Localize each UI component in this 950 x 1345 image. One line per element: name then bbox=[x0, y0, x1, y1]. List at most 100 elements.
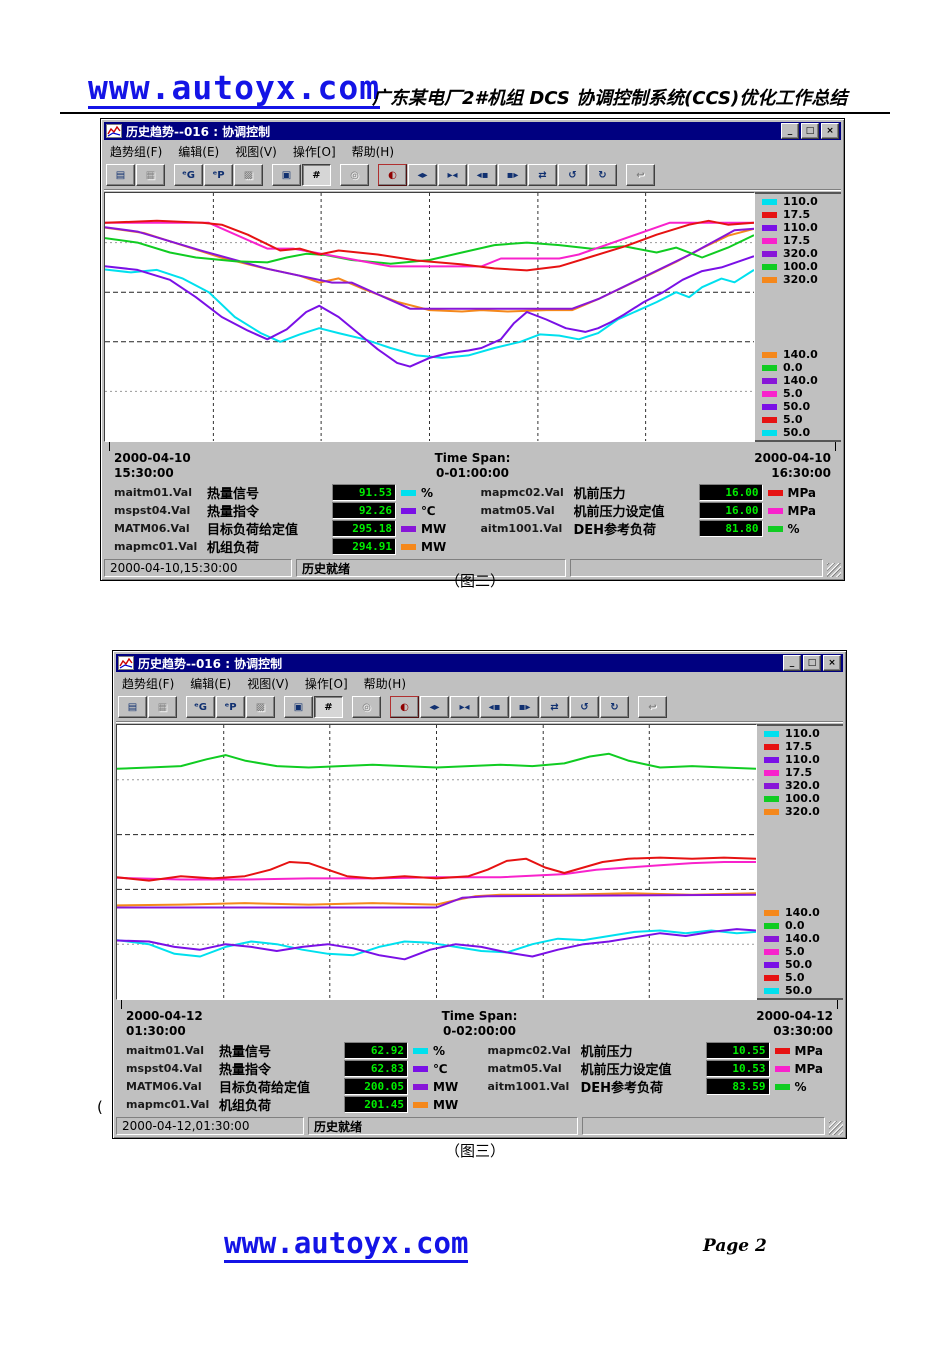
pen-edit-p-icon-button[interactable]: ᵉP bbox=[216, 696, 245, 718]
plot-area[interactable] bbox=[104, 192, 755, 442]
menu-item-4[interactable]: 操作[O] bbox=[304, 677, 348, 691]
time-range-clock-icon-button[interactable]: ◐ bbox=[378, 164, 407, 186]
point-unit: MPa bbox=[794, 1061, 824, 1076]
status-state: 历史就绪 bbox=[296, 559, 566, 577]
point-row: MATM06.Val 目标负荷给定值 200.05 MW bbox=[126, 1078, 478, 1096]
page-backward-icon-button[interactable]: ◂▪ bbox=[480, 696, 509, 718]
header-site-link[interactable]: www.autoyx.com bbox=[88, 68, 381, 109]
right-cursor-tick[interactable] bbox=[835, 442, 836, 451]
time-end: 2000-04-12 03:30:00 bbox=[756, 1009, 833, 1039]
maximize-button[interactable]: □ bbox=[803, 655, 821, 671]
menu-item-1[interactable]: 趋势组(F) bbox=[122, 677, 175, 691]
close-button[interactable]: × bbox=[821, 123, 839, 139]
legend-item: 0.0 bbox=[762, 361, 841, 374]
legend-color-chip bbox=[764, 730, 779, 737]
legend-panel: 110.0 17.5 110.0 17.5 320.0 100.0 320.0 140.0 0… bbox=[755, 192, 841, 442]
shrink-timespan-icon-button[interactable]: ▸◂ bbox=[450, 696, 479, 718]
legend-item: 140.0 bbox=[762, 348, 841, 361]
legend-color-chip bbox=[764, 948, 779, 955]
menu-item-3[interactable]: 视图(V) bbox=[247, 677, 289, 691]
scroll-forward-icon-button[interactable]: ↻ bbox=[600, 696, 629, 718]
resize-grip[interactable] bbox=[827, 563, 841, 577]
point-tag: matm05.Val bbox=[487, 1062, 562, 1075]
legend-color-chip bbox=[764, 935, 779, 942]
trend-app-icon bbox=[106, 124, 122, 138]
chart-area: 110.0 17.5 110.0 17.5 320.0 100.0 320.0 140.0 0… bbox=[116, 724, 843, 1000]
open-trend-group-icon-button[interactable]: ▤ bbox=[118, 696, 147, 718]
time-cursor-strip[interactable] bbox=[105, 442, 840, 451]
trend-curve-mapmc02.Val bbox=[105, 219, 754, 272]
point-color-chip bbox=[413, 1047, 428, 1054]
point-tag: aitm1001.Val bbox=[487, 1080, 570, 1093]
swap-scroll-icon-button[interactable]: ⇄ bbox=[540, 696, 569, 718]
footer-site-link[interactable]: www.autoyx.com bbox=[224, 1227, 469, 1263]
swap-scroll-icon-button[interactable]: ⇄ bbox=[528, 164, 557, 186]
legend-color-chip bbox=[762, 390, 777, 397]
grid-toggle-icon-button[interactable]: # bbox=[314, 696, 343, 718]
point-value-led: 62.92 bbox=[344, 1042, 408, 1059]
legend-item: 320.0 bbox=[762, 273, 841, 286]
page-forward-icon-button[interactable]: ▪▸ bbox=[498, 164, 527, 186]
minimize-button[interactable]: _ bbox=[781, 123, 799, 139]
legend-item: 110.0 bbox=[764, 753, 843, 766]
point-tag: mapmc01.Val bbox=[126, 1098, 210, 1111]
time-start: 2000-04-10 15:30:00 bbox=[114, 451, 191, 481]
start-time: 15:30:00 bbox=[114, 466, 174, 480]
menu-item-1[interactable]: 趋势组(F) bbox=[110, 145, 163, 159]
title-bar[interactable]: 历史趋势--016 : 协调控制 _ □ × bbox=[116, 654, 843, 672]
trend-curve-matm05.Val bbox=[117, 861, 756, 881]
trend-curve-maitm01.Val bbox=[105, 268, 754, 359]
point-description: 机组负荷 bbox=[219, 1099, 272, 1114]
expand-timespan-icon-button[interactable]: ◂▸ bbox=[420, 696, 449, 718]
maximize-button[interactable]: □ bbox=[801, 123, 819, 139]
point-unit: MPa bbox=[794, 1043, 824, 1058]
trend-plot bbox=[117, 725, 756, 999]
grid-toggle-icon-button[interactable]: # bbox=[302, 164, 331, 186]
shrink-timespan-icon-button[interactable]: ▸◂ bbox=[438, 164, 467, 186]
menu-item-3[interactable]: 视图(V) bbox=[235, 145, 277, 159]
point-tag: aitm1001.Val bbox=[480, 522, 563, 535]
menu-item-5[interactable]: 帮助(H) bbox=[363, 677, 407, 691]
point-unit: ℃ bbox=[433, 1061, 448, 1076]
expand-timespan-icon-button[interactable]: ◂▸ bbox=[408, 164, 437, 186]
point-color-chip bbox=[767, 525, 783, 532]
title-bar[interactable]: 历史趋势--016 : 协调控制 _ □ × bbox=[104, 122, 841, 140]
time-cursor-strip[interactable] bbox=[117, 1000, 842, 1009]
legend-item: 50.0 bbox=[764, 984, 843, 997]
page-backward-icon-button[interactable]: ◂▪ bbox=[468, 164, 497, 186]
point-description: 热量指令 bbox=[219, 1063, 272, 1078]
trend-panel-view-icon-button[interactable]: ▣ bbox=[284, 696, 313, 718]
scroll-back-icon-button[interactable]: ↺ bbox=[558, 164, 587, 186]
group-edit-g-icon-button[interactable]: ᵉG bbox=[186, 696, 215, 718]
menu-item-4[interactable]: 操作[O] bbox=[292, 145, 336, 159]
scroll-forward-icon-button[interactable]: ↻ bbox=[588, 164, 617, 186]
save-icon-button: ▦ bbox=[136, 164, 165, 186]
legend-item: 5.0 bbox=[764, 945, 843, 958]
page-forward-icon-button[interactable]: ▪▸ bbox=[510, 696, 539, 718]
point-row: maitm01.Val 热量信号 91.53% bbox=[114, 484, 471, 502]
legend-scale-value: 5.0 bbox=[783, 387, 803, 400]
plot-area[interactable] bbox=[116, 724, 757, 1000]
menu-item-5[interactable]: 帮助(H) bbox=[351, 145, 395, 159]
open-trend-group-icon-button[interactable]: ▤ bbox=[106, 164, 135, 186]
right-cursor-tick[interactable] bbox=[837, 1000, 838, 1009]
left-cursor-tick[interactable] bbox=[121, 1000, 122, 1009]
left-cursor-tick[interactable] bbox=[109, 442, 110, 451]
start-date: 2000-04-12 bbox=[126, 1009, 203, 1023]
point-row: aitm1001.Val DEH参考负荷 81.80% bbox=[480, 520, 838, 538]
menu-item-2[interactable]: 编辑(E) bbox=[178, 145, 220, 159]
point-row: mapmc01.Val 机组负荷 294.91 MW bbox=[114, 538, 471, 556]
trend-panel-view-icon-button[interactable]: ▣ bbox=[272, 164, 301, 186]
menu-item-2[interactable]: 编辑(E) bbox=[190, 677, 232, 691]
scroll-back-icon-button[interactable]: ↺ bbox=[570, 696, 599, 718]
close-button[interactable]: × bbox=[823, 655, 841, 671]
legend-scale-value: 5.0 bbox=[785, 945, 805, 958]
trend-app-icon bbox=[118, 656, 134, 670]
legend-scale-value: 0.0 bbox=[785, 919, 805, 932]
time-range-clock-icon-button[interactable]: ◐ bbox=[390, 696, 419, 718]
pen-edit-p-icon-button[interactable]: ᵉP bbox=[204, 164, 233, 186]
resize-grip[interactable] bbox=[829, 1121, 843, 1135]
point-row: matm05.Val 机前压力设定值 16.00 MPa bbox=[481, 502, 838, 520]
group-edit-g-icon-button[interactable]: ᵉG bbox=[174, 164, 203, 186]
minimize-button[interactable]: _ bbox=[783, 655, 801, 671]
